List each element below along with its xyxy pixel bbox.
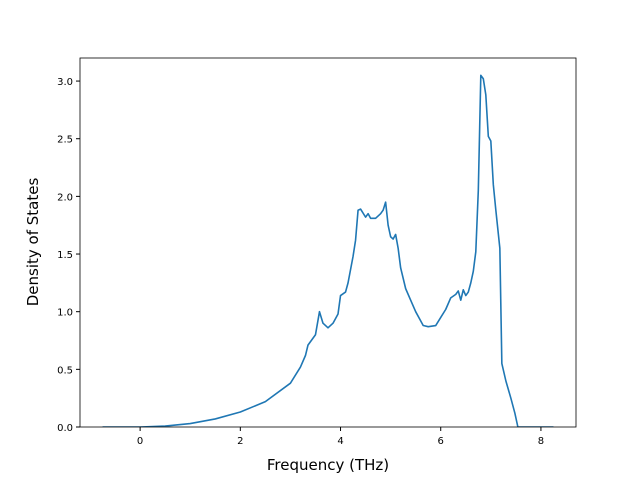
x-tick-label: 6: [438, 436, 444, 447]
x-tick-label: 2: [237, 436, 243, 447]
plot-frame: [79, 57, 577, 428]
y-tick-label: 2.5: [57, 135, 73, 146]
x-axis-label: Frequency (THz): [267, 456, 389, 474]
y-tick-label: 1.5: [57, 250, 73, 261]
x-tick-label: 4: [337, 436, 343, 447]
y-tick-label: 3.0: [57, 77, 73, 88]
x-tick-label: 8: [538, 436, 544, 447]
y-tick-label: 0.0: [57, 423, 73, 434]
y-axis-label: Density of States: [24, 178, 42, 307]
y-tick-label: 1.0: [57, 308, 73, 319]
y-tick-label: 2.0: [57, 192, 73, 203]
line: [102, 74, 554, 427]
x-tick-label: 0: [137, 436, 143, 447]
y-tick-label: 0.5: [57, 365, 73, 376]
